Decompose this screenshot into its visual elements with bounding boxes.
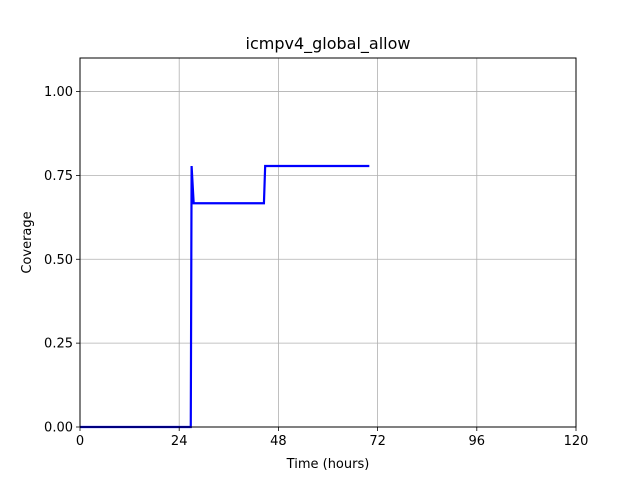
y-tick-label: 1.00 xyxy=(44,85,73,100)
x-tick-label: 120 xyxy=(564,434,589,449)
x-tick-label: 48 xyxy=(270,434,287,449)
x-tick-label: 96 xyxy=(469,434,486,449)
x-axis-label: Time (hours) xyxy=(286,457,370,472)
y-tick-label: 0.25 xyxy=(44,337,73,352)
y-tick-label: 0.00 xyxy=(44,421,73,436)
y-axis-label: Coverage xyxy=(20,211,35,273)
plot-frame xyxy=(79,57,577,428)
x-tick-label: 72 xyxy=(369,434,386,449)
y-tick-label: 0.75 xyxy=(44,169,73,184)
x-tick-label: 24 xyxy=(171,434,188,449)
x-tick-label: 0 xyxy=(76,434,84,449)
chart-title: icmpv4_global_allow xyxy=(246,34,411,54)
y-tick-label: 0.50 xyxy=(44,253,73,268)
ticks: 0 24 48 72 96 120 0.00 0.25 0.50 0.75 1.00 xyxy=(44,85,588,449)
